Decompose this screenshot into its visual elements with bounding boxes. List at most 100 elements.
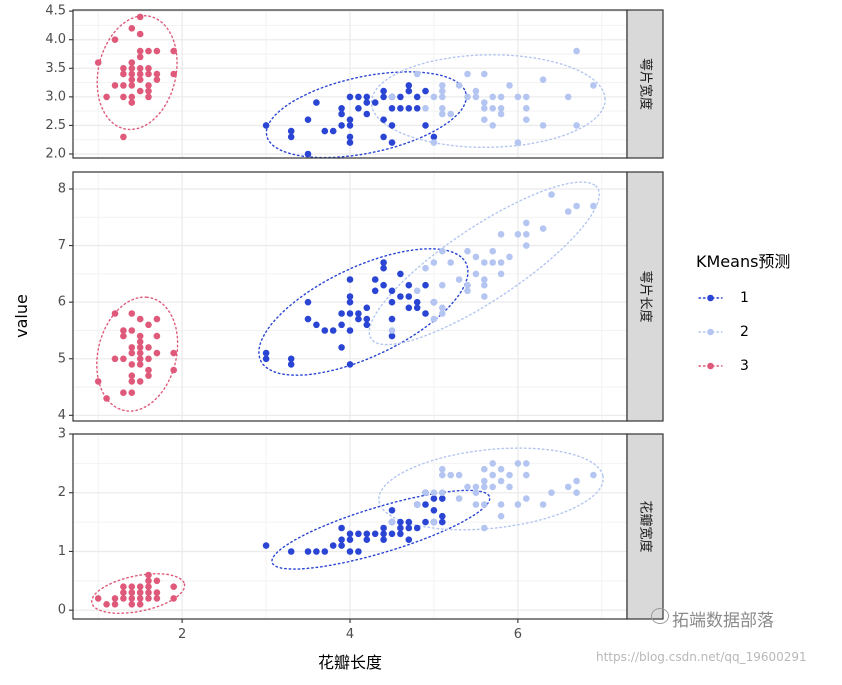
y-tick-label: 1 (58, 544, 66, 559)
data-point-cluster-1 (346, 361, 354, 368)
legend-key-point (707, 294, 714, 302)
data-point-cluster-2 (497, 110, 505, 118)
data-point-cluster-2 (439, 489, 446, 497)
data-point-cluster-1 (422, 122, 429, 129)
data-point-cluster-2 (539, 501, 547, 508)
data-point-cluster-2 (481, 477, 488, 485)
data-point-cluster-1 (321, 548, 329, 555)
data-point-cluster-3 (111, 595, 119, 602)
data-point-cluster-3 (120, 93, 127, 101)
data-point-cluster-3 (128, 601, 136, 608)
data-point-cluster-2 (430, 259, 438, 266)
data-point-cluster-3 (120, 355, 127, 363)
data-point-cluster-1 (287, 133, 295, 141)
data-point-cluster-1 (371, 287, 379, 295)
data-point-cluster-1 (262, 542, 270, 549)
data-point-cluster-3 (128, 595, 136, 602)
points-layer (94, 13, 597, 158)
data-point-cluster-2 (430, 518, 438, 526)
data-point-cluster-2 (590, 471, 597, 479)
y-tick-label: 7 (58, 238, 66, 253)
data-point-cluster-2 (455, 495, 463, 502)
confidence-ellipse-cluster-3 (90, 573, 186, 615)
data-point-cluster-1 (413, 304, 421, 312)
data-point-cluster-2 (489, 259, 497, 266)
data-point-cluster-1 (355, 310, 362, 317)
data-point-cluster-3 (136, 595, 144, 602)
legend-title: KMeans预测 (696, 252, 790, 271)
data-point-cluster-1 (304, 116, 312, 123)
data-point-cluster-1 (371, 276, 379, 283)
data-point-cluster-2 (548, 489, 555, 497)
data-point-cluster-1 (380, 259, 387, 266)
data-point-cluster-3 (145, 583, 152, 590)
y-tick-label: 3.0 (45, 89, 66, 104)
data-point-cluster-1 (355, 548, 362, 555)
data-point-cluster-1 (380, 116, 387, 123)
data-point-cluster-1 (413, 298, 421, 306)
data-point-cluster-1 (363, 315, 371, 323)
data-point-cluster-1 (388, 315, 396, 323)
data-point-cluster-2 (472, 501, 480, 508)
data-point-cluster-2 (514, 501, 522, 508)
data-point-cluster-2 (481, 99, 488, 106)
legend-entry-label: 2 (740, 324, 749, 340)
data-point-cluster-3 (153, 47, 161, 55)
data-point-cluster-2 (506, 471, 513, 479)
data-point-cluster-2 (439, 281, 446, 289)
data-point-cluster-3 (128, 389, 136, 397)
data-point-cluster-1 (346, 93, 354, 101)
data-point-cluster-3 (136, 65, 144, 72)
data-point-cluster-2 (564, 208, 572, 215)
data-point-cluster-1 (422, 310, 429, 317)
data-point-cluster-1 (388, 122, 396, 129)
data-point-cluster-2 (455, 276, 463, 283)
data-point-cluster-3 (136, 53, 144, 61)
data-point-cluster-1 (346, 548, 354, 555)
ellipse-layer (96, 14, 606, 158)
data-point-cluster-3 (153, 315, 161, 323)
legend-key-point (707, 362, 714, 370)
watermark-logo-icon (651, 608, 669, 624)
confidence-ellipse-cluster-3 (96, 14, 178, 131)
data-point-cluster-2 (430, 93, 438, 101)
data-point-cluster-1 (363, 304, 371, 312)
data-point-cluster-1 (346, 133, 354, 141)
data-point-cluster-1 (346, 327, 354, 334)
data-point-cluster-2 (497, 465, 505, 473)
data-point-cluster-3 (170, 583, 177, 590)
data-point-cluster-3 (103, 601, 110, 608)
data-point-cluster-1 (380, 530, 387, 538)
data-point-cluster-2 (539, 122, 547, 129)
data-point-cluster-3 (128, 344, 136, 351)
data-point-cluster-2 (497, 105, 505, 112)
points-layer (94, 191, 597, 402)
data-point-cluster-1 (355, 93, 362, 101)
watermark-url: https://blog.csdn.net/qq_19600291 (596, 650, 807, 664)
data-point-cluster-3 (145, 87, 152, 95)
facet-strip-label: 萼片长度 (638, 270, 654, 322)
data-point-cluster-2 (523, 93, 530, 101)
x-axis-title: 花瓣长度 (318, 653, 382, 672)
data-point-cluster-3 (128, 310, 136, 317)
data-point-cluster-1 (338, 344, 345, 351)
data-point-cluster-2 (573, 202, 580, 210)
data-point-cluster-1 (380, 264, 387, 272)
data-point-cluster-3 (111, 310, 119, 317)
data-point-cluster-2 (439, 110, 446, 118)
confidence-ellipse-cluster-1 (258, 248, 469, 376)
data-point-cluster-2 (464, 247, 471, 255)
data-point-cluster-2 (388, 93, 396, 101)
data-point-cluster-3 (136, 338, 144, 346)
data-point-cluster-3 (111, 601, 119, 608)
legend-entry-label: 1 (740, 290, 749, 306)
data-point-cluster-1 (397, 518, 404, 526)
data-point-cluster-2 (472, 253, 480, 261)
data-point-cluster-2 (455, 471, 463, 479)
data-point-cluster-2 (489, 105, 497, 112)
data-point-cluster-3 (128, 99, 136, 106)
data-point-cluster-3 (153, 76, 161, 83)
data-point-cluster-1 (355, 315, 362, 323)
data-point-cluster-1 (380, 281, 387, 289)
data-point-cluster-3 (94, 378, 102, 385)
